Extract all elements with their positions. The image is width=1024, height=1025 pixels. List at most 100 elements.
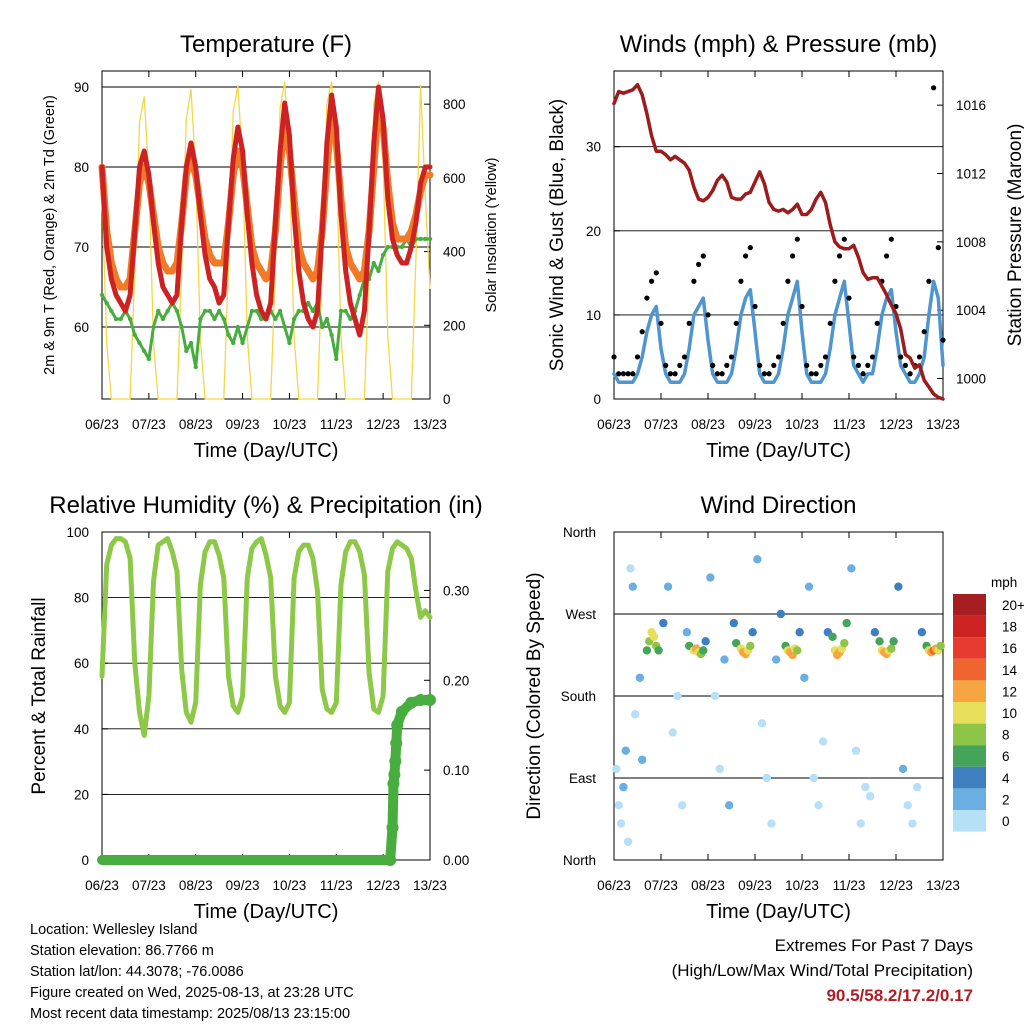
- x-tick-label: 12/23: [366, 878, 400, 893]
- direction-point: [875, 637, 884, 646]
- x-tick-label: 08/23: [691, 878, 725, 893]
- temperature-panel: 06/23 07/23 08/23 09/23 10/23 11/23 12/23 13/23…: [42, 31, 500, 462]
- y2-tick-label: 0.20: [443, 673, 469, 688]
- gust-point: [681, 354, 688, 360]
- dewpoint-2m-point: [184, 348, 189, 354]
- gust-point: [794, 236, 800, 242]
- direction-point: [623, 837, 633, 846]
- gust-point: [611, 354, 617, 360]
- gust-point: [649, 278, 655, 284]
- colorbar-swatch: [953, 766, 986, 789]
- direction-point: [828, 632, 837, 641]
- x-tick-label: 07/23: [644, 878, 678, 893]
- gust-point: [766, 371, 772, 377]
- x-tick-label: 06/23: [597, 878, 631, 893]
- y-tick-label: East: [569, 771, 596, 786]
- dewpoint-2m-point: [188, 340, 194, 346]
- direction-point: [809, 773, 818, 783]
- direction-point: [710, 691, 720, 701]
- x-tick-label: 09/23: [226, 878, 260, 893]
- extremes-values: 90.5/58.2/17.2/0.17: [826, 986, 973, 1005]
- dewpoint-2m-point: [310, 308, 316, 314]
- gust-point: [799, 303, 805, 310]
- total-rainfall-point: [391, 719, 404, 732]
- direction-point: [776, 609, 786, 619]
- gust-point: [865, 362, 871, 368]
- gust-point: [691, 278, 697, 284]
- dewpoint-2m-point: [156, 308, 161, 314]
- direction-point: [668, 728, 677, 737]
- gust-point: [790, 253, 796, 259]
- gust-point: [724, 362, 730, 368]
- direction-point: [720, 655, 729, 664]
- y2-tick-label: 200: [443, 318, 466, 333]
- y2-tick-label: 0.10: [443, 763, 469, 778]
- dewpoint-2m-point: [109, 308, 114, 314]
- colorbar-label: 4: [1002, 771, 1010, 786]
- x-tick-label: 10/23: [273, 417, 307, 432]
- x-tick-label: 09/23: [738, 417, 772, 432]
- direction-point: [628, 582, 637, 591]
- y2-axis-title: Station Pressure (Maroon): [1005, 124, 1024, 347]
- y-tick-label: 0: [593, 392, 601, 407]
- gust-point: [860, 371, 866, 377]
- colorbar-swatch: [953, 810, 986, 832]
- dewpoint-2m-point: [240, 340, 245, 346]
- figure-created: Figure created on Wed, 2025-08-13, at 23…: [30, 985, 354, 1001]
- dewpoint-2m-point: [226, 332, 231, 338]
- gust-point: [926, 278, 932, 284]
- x-tick-label: 07/23: [644, 417, 678, 432]
- colorbar-label: 14: [1002, 663, 1018, 678]
- dewpoint-2m-point: [334, 356, 339, 362]
- y2-tick-label: 0.00: [443, 853, 469, 868]
- winds-pressure-panel: 06/23 07/23 08/23 09/23 10/23 11/23 12/23 13/23…: [547, 31, 1024, 462]
- y-tick-label: 0: [81, 853, 89, 868]
- y-tick-label: West: [565, 607, 596, 622]
- dewpoint-2m-point: [254, 308, 259, 314]
- dewpoint-2m-point: [296, 308, 301, 314]
- latest-timestamp: Most recent data timestamp: 2025/08/13 2…: [30, 1006, 351, 1022]
- gust-point: [672, 371, 678, 377]
- y-tick-label: North: [563, 525, 596, 540]
- gust-point: [714, 371, 721, 377]
- total-rainfall-point: [389, 755, 402, 768]
- gust-point: [931, 85, 937, 91]
- direction-point: [682, 628, 692, 637]
- colorbar-unit: mph: [991, 575, 1017, 590]
- direction-point: [795, 628, 804, 637]
- panel-title: Wind Direction: [700, 492, 856, 519]
- y-tick-label: 90: [74, 80, 89, 95]
- x-axis-title: Time (Day/UTC): [706, 440, 851, 462]
- colorbar-swatch: [953, 615, 986, 638]
- gust-point: [639, 329, 645, 335]
- x-tick-label: 06/23: [597, 417, 631, 432]
- direction-point: [626, 564, 635, 573]
- y-tick-label: 30: [586, 140, 601, 155]
- dewpoint-2m-point: [338, 308, 344, 314]
- y-tick-label: 60: [74, 320, 89, 335]
- y-axis-title: 2m & 9m T (Red, Orange) & 2m Td (Green): [42, 95, 58, 375]
- y2-tick-label: 1008: [956, 235, 986, 250]
- y-tick-label: North: [563, 853, 596, 868]
- gust-point: [804, 362, 810, 368]
- gust-point: [710, 362, 716, 368]
- dewpoint-2m-point: [329, 332, 334, 338]
- direction-point: [887, 644, 896, 653]
- gust-point: [653, 270, 659, 276]
- gust-point: [808, 371, 815, 377]
- dewpoint-2m-point: [380, 252, 386, 258]
- x-tick-label: 09/23: [738, 878, 772, 893]
- gust-point: [733, 320, 739, 326]
- colorbar-label: 18: [1002, 620, 1017, 635]
- colorbar-swatch: [953, 594, 986, 616]
- panel-title: Temperature (F): [180, 31, 352, 58]
- gust-point: [620, 371, 627, 377]
- gust-point: [940, 337, 946, 343]
- direction-point: [614, 801, 623, 810]
- dewpoint-2m-point: [399, 244, 405, 250]
- direction-point: [659, 618, 668, 628]
- dewpoint-2m-point: [202, 308, 208, 314]
- temp-2m-line: [99, 84, 433, 338]
- extremes-box: Extremes For Past 7 Days (High/Low/Max W…: [672, 933, 973, 1008]
- dewpoint-2m-point: [282, 324, 287, 330]
